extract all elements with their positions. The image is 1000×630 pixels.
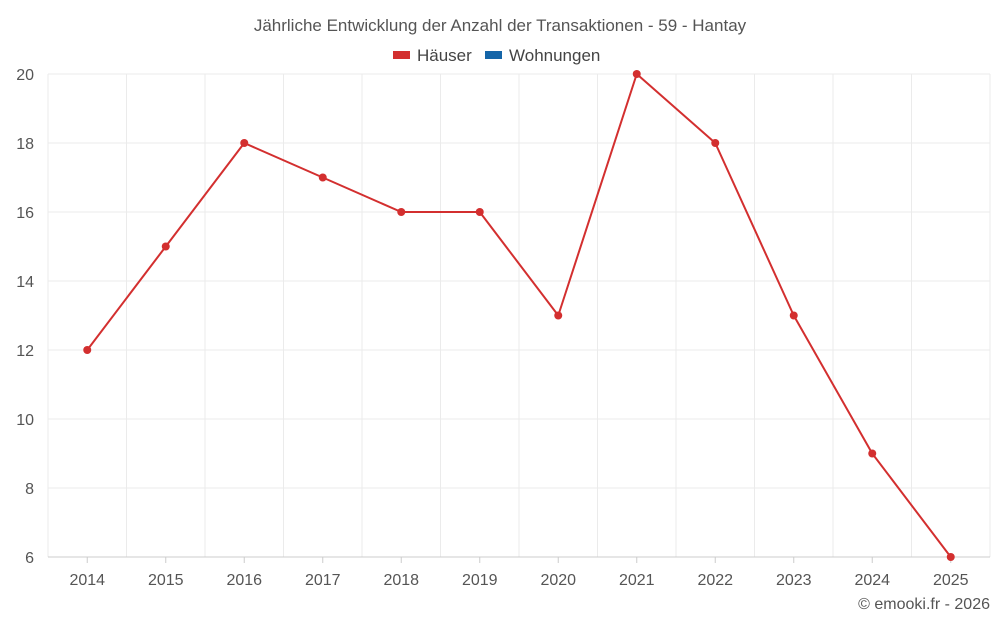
y-tick-label: 10: [16, 412, 34, 429]
x-tick-label: 2019: [462, 572, 498, 589]
legend-item-haeuser[interactable]: Häuser: [393, 46, 472, 65]
series-line-0: [86, 73, 952, 558]
credit-label: © emooki.fr - 2026: [858, 596, 990, 613]
data-point[interactable]: [318, 173, 327, 182]
data-point[interactable]: [240, 139, 249, 147]
legend: Häuser Wohnungen: [393, 46, 600, 65]
y-tick-label: 14: [16, 274, 34, 291]
gridlines: [47, 73, 991, 557]
x-tick-label: 2025: [933, 572, 969, 589]
data-point[interactable]: [946, 553, 955, 561]
x-tick-label: 2024: [854, 572, 890, 589]
y-tick-label: 20: [16, 67, 34, 84]
data-point[interactable]: [161, 242, 170, 251]
data-point[interactable]: [868, 449, 877, 458]
data-point[interactable]: [83, 346, 92, 354]
legend-swatch-wohnungen: [485, 51, 502, 59]
x-tick-label: 2022: [697, 572, 733, 589]
legend-label-wohnungen: Wohnungen: [509, 46, 600, 65]
x-tick-label: 2017: [305, 572, 341, 589]
legend-swatch-haeuser: [393, 51, 410, 59]
data-point[interactable]: [475, 208, 484, 216]
data-point[interactable]: [789, 311, 798, 320]
x-tick-label: 2014: [69, 572, 105, 589]
y-tick-label: 18: [16, 136, 34, 153]
x-tick-label: 2021: [619, 572, 655, 589]
legend-item-wohnungen[interactable]: Wohnungen: [485, 46, 600, 65]
y-tick-label: 6: [25, 550, 34, 567]
x-tick-label: 2020: [540, 572, 576, 589]
axes: 6 8 10 12 14 16 18 20 2014 2015 2016 2017 2018 2019 20…: [16, 67, 990, 589]
y-tick-label: 8: [25, 481, 34, 498]
series-lines: [86, 73, 952, 558]
x-tick-label: 2016: [226, 572, 262, 589]
x-tick-label: 2023: [776, 572, 812, 589]
x-tick-label: 2018: [383, 572, 419, 589]
x-tick-label: 2015: [148, 572, 184, 589]
legend-label-haeuser: Häuser: [417, 46, 472, 65]
data-point[interactable]: [397, 208, 406, 216]
y-tick-label: 16: [16, 205, 34, 222]
data-point[interactable]: [632, 70, 641, 78]
chart-title: Jährliche Entwicklung der Anzahl der Tra…: [254, 16, 747, 35]
data-points: [83, 70, 955, 561]
y-tick-label: 12: [16, 343, 34, 360]
data-point[interactable]: [711, 139, 720, 147]
data-point[interactable]: [554, 311, 563, 320]
